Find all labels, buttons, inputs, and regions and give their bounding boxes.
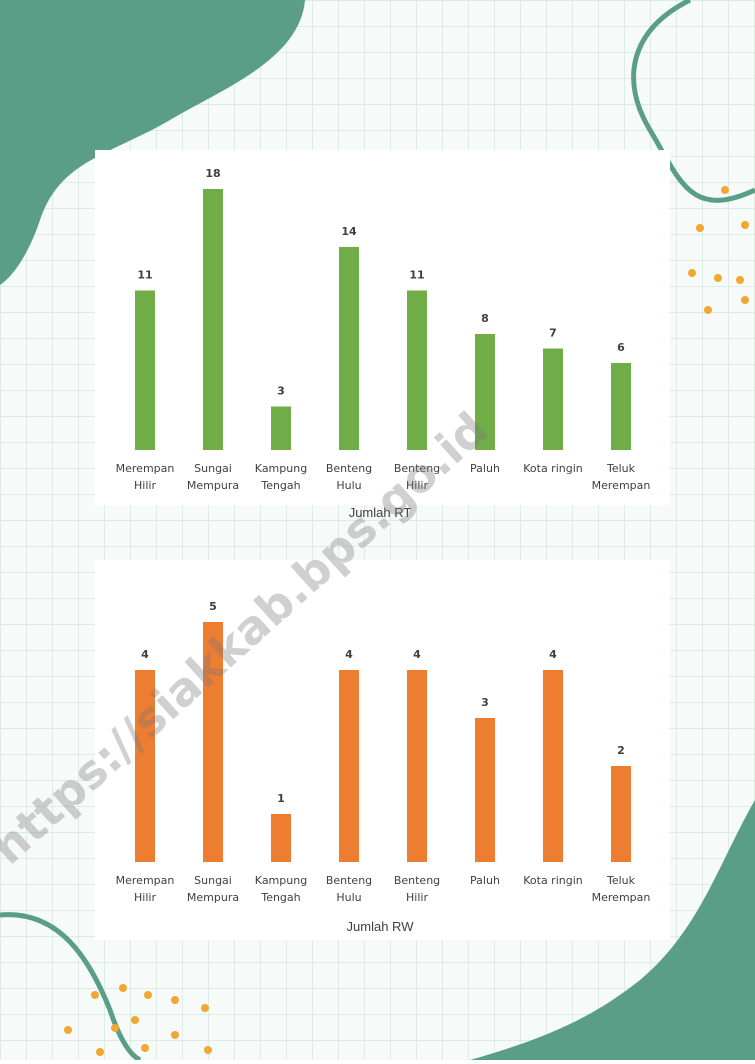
chart-panel <box>95 560 670 940</box>
x-tick-label: Hilir <box>134 891 156 904</box>
data-label: 14 <box>341 225 357 238</box>
x-tick-label: Merempan <box>592 479 651 492</box>
x-tick-label: Paluh <box>470 462 500 475</box>
x-tick-label: Mempura <box>187 891 239 904</box>
x-tick-label: Hilir <box>406 479 428 492</box>
data-label: 7 <box>549 327 557 340</box>
x-tick-label: Teluk <box>606 462 636 475</box>
data-label: 11 <box>409 269 424 282</box>
x-tick-label: Benteng <box>326 462 372 475</box>
bar <box>611 766 631 862</box>
x-tick-label: Sungai <box>194 462 232 475</box>
bar <box>271 814 291 862</box>
data-label: 3 <box>277 385 285 398</box>
curve <box>0 912 142 1063</box>
x-tick-label: Tengah <box>260 479 300 492</box>
x-tick-label: Benteng <box>326 874 372 887</box>
data-label: 6 <box>617 341 625 354</box>
x-tick-label: Merempan <box>592 891 651 904</box>
data-label: 4 <box>345 648 353 661</box>
x-tick-label: Hulu <box>336 891 361 904</box>
x-tick-label: Merempan <box>116 462 175 475</box>
x-tick-label: Paluh <box>470 874 500 887</box>
x-tick-label: Benteng <box>394 462 440 475</box>
bar <box>543 670 563 862</box>
data-label: 4 <box>413 648 421 661</box>
bar <box>407 290 427 450</box>
x-tick-label: Mempura <box>187 479 239 492</box>
bar <box>475 334 495 450</box>
data-label: 2 <box>617 744 625 757</box>
bar <box>203 622 223 862</box>
bar <box>339 670 359 862</box>
data-label: 4 <box>141 648 149 661</box>
x-tick-label: Sungai <box>194 874 232 887</box>
x-tick-label: Hulu <box>336 479 361 492</box>
x-tick-label: Kota ringin <box>523 874 583 887</box>
bar <box>339 247 359 450</box>
x-tick-label: Teluk <box>606 874 636 887</box>
x-tick-label: Merempan <box>116 874 175 887</box>
bar <box>407 670 427 862</box>
bar <box>543 348 563 450</box>
x-tick-label: Kampung <box>255 462 307 475</box>
data-label: 4 <box>549 648 557 661</box>
x-tick-label: Hilir <box>134 479 156 492</box>
data-label: 3 <box>481 696 489 709</box>
chart-title: Jumlah RW <box>347 919 415 934</box>
data-label: 18 <box>205 167 220 180</box>
x-tick-label: Kampung <box>255 874 307 887</box>
bar <box>271 406 291 450</box>
dots <box>64 186 749 1056</box>
data-label: 1 <box>277 792 285 805</box>
x-tick-label: Benteng <box>394 874 440 887</box>
x-tick-label: Kota ringin <box>523 462 583 475</box>
chart-title: Jumlah RT <box>349 505 412 520</box>
bar <box>135 670 155 862</box>
data-label: 8 <box>481 312 489 325</box>
curve <box>631 0 755 203</box>
blob <box>0 0 305 285</box>
blob <box>470 800 755 1060</box>
data-label: 11 <box>137 269 152 282</box>
x-tick-label: Tengah <box>260 891 300 904</box>
chart-panel <box>95 150 670 505</box>
bar <box>135 290 155 450</box>
bar <box>475 718 495 862</box>
data-label: 5 <box>209 600 217 613</box>
x-tick-label: Hilir <box>406 891 428 904</box>
bar <box>203 189 223 450</box>
bar <box>611 363 631 450</box>
